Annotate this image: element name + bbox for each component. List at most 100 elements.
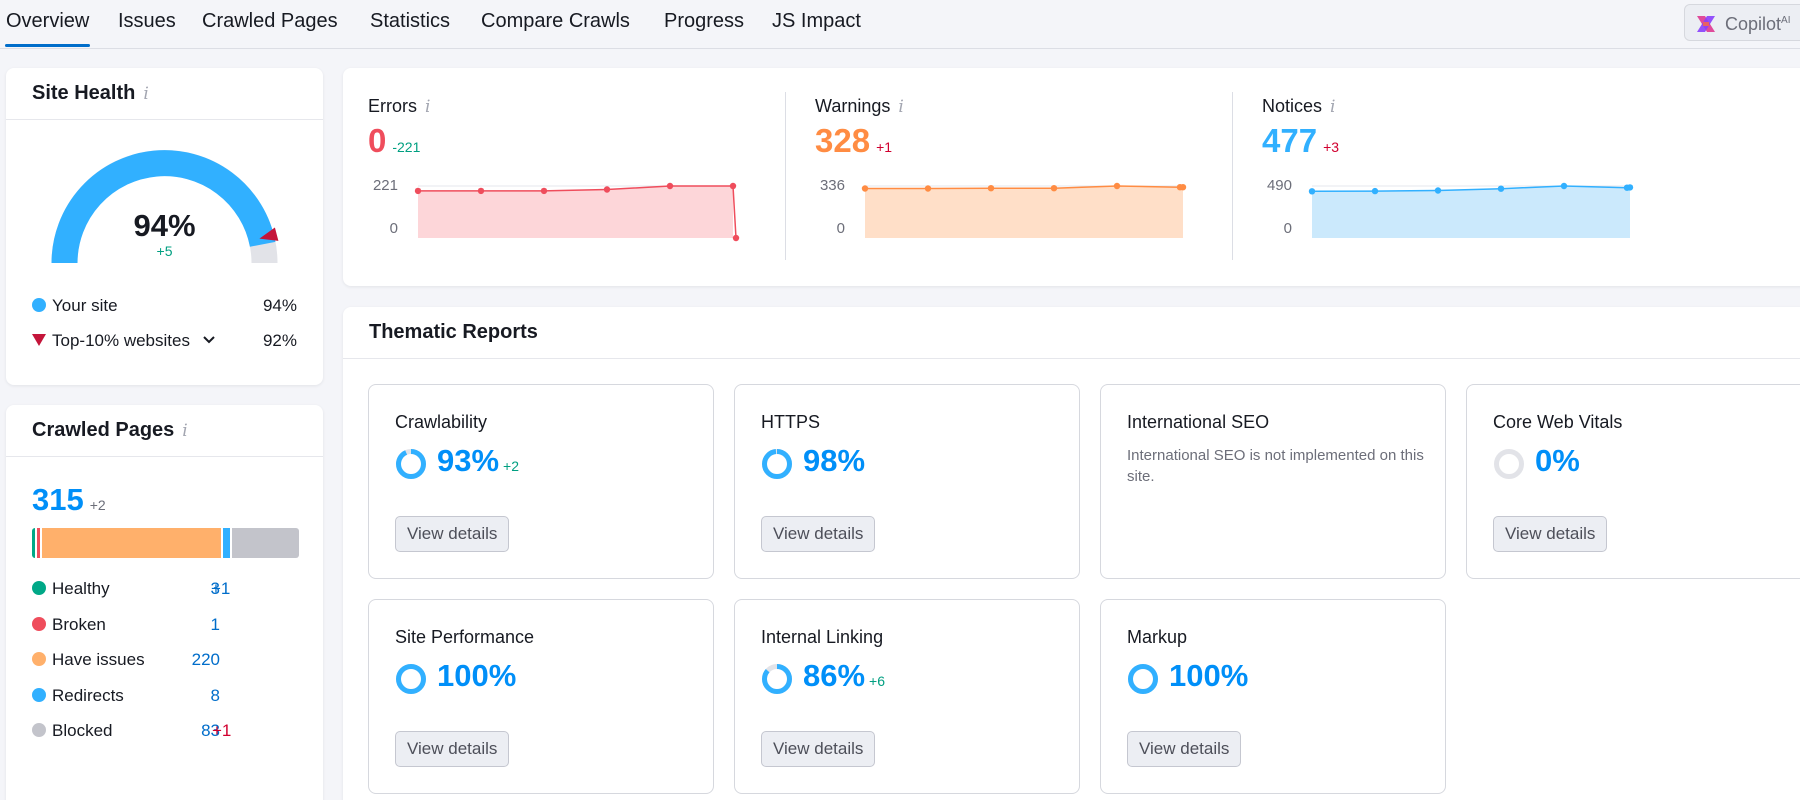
- sparkline-point[interactable]: [1308, 188, 1316, 195]
- info-icon[interactable]: i: [182, 421, 188, 441]
- tab-js-impact[interactable]: JS Impact: [772, 10, 861, 32]
- legend-label: Broken: [52, 614, 106, 634]
- bar-segment-healthy[interactable]: [32, 528, 36, 558]
- international-seo-description: International SEO is not implemented on …: [1127, 447, 1424, 485]
- sparkline-point[interactable]: [987, 185, 995, 192]
- legend-label: Healthy: [52, 579, 110, 598]
- progress-ring-icon: [396, 664, 426, 694]
- notices-count[interactable]: 477 +3: [1262, 122, 1340, 159]
- crawlability-title: Crawlability: [395, 412, 488, 432]
- bar-segment-have-issues[interactable]: [42, 528, 222, 558]
- triangle-down-icon: [32, 334, 46, 346]
- your-site-dot-icon: [32, 298, 46, 312]
- healthy-delta: +1: [211, 579, 231, 598]
- redirects-dot-icon: [32, 687, 46, 702]
- sparkline-point[interactable]: [414, 187, 422, 195]
- crawled-pages-total[interactable]: 315 +2: [32, 482, 106, 517]
- legend-redirects: Redirects: [32, 686, 124, 706]
- top-navigation: Overview Issues Crawled Pages Statistics…: [0, 0, 1800, 49]
- info-icon[interactable]: i: [898, 97, 904, 117]
- errors-delta: -221: [392, 139, 421, 155]
- site-health-gauge: [51, 150, 279, 264]
- redirects-count[interactable]: 8: [210, 685, 220, 705]
- progress-ring-icon: [762, 664, 792, 694]
- sparkline-point[interactable]: [729, 182, 737, 190]
- notices-y-min-label: 0: [1283, 220, 1292, 237]
- internal-linking-view-details-button[interactable]: View details: [761, 731, 876, 767]
- sparkline-point[interactable]: [1434, 187, 1442, 194]
- progress-ring-icon: [1128, 664, 1158, 694]
- legend-top10[interactable]: Top-10% websites: [32, 331, 215, 351]
- blocked-count[interactable]: 83: [201, 721, 220, 740]
- tab-issues[interactable]: Issues: [118, 10, 176, 32]
- tab-compare-crawls[interactable]: Compare Crawls: [481, 10, 630, 32]
- sparkline-point[interactable]: [666, 182, 674, 190]
- sparkline-point[interactable]: [1371, 187, 1379, 195]
- bar-segment-redirects[interactable]: [223, 528, 230, 558]
- tile-internal-linking: Internal Linking 86% +6 View details: [734, 599, 1080, 794]
- have-issues-count[interactable]: 220: [191, 650, 220, 669]
- site-health-card: Site Health i 94% +5 Your site 94% Top-10…: [6, 68, 323, 385]
- crawlability-view-details-button[interactable]: View details: [395, 516, 510, 552]
- card-header: Site Health i: [6, 68, 323, 120]
- core-web-vitals-view-details-button[interactable]: View details: [1493, 516, 1608, 552]
- sparkline-point[interactable]: [1560, 182, 1568, 190]
- sparkline-point[interactable]: [1113, 182, 1121, 190]
- info-icon[interactable]: i: [425, 97, 431, 117]
- legend-blocked: Blocked: [32, 721, 112, 741]
- warnings-y-max-label: 336: [819, 177, 845, 194]
- sparkline-point[interactable]: [1497, 185, 1505, 192]
- tab-statistics[interactable]: Statistics: [370, 10, 451, 32]
- legend-broken: Broken: [32, 615, 106, 635]
- sparkline-point[interactable]: [540, 187, 548, 195]
- site-performance-view-details-button[interactable]: View details: [395, 731, 510, 767]
- broken-count[interactable]: 1: [210, 614, 220, 634]
- errors-count[interactable]: 0 -221: [368, 122, 421, 159]
- tab-progress[interactable]: Progress: [664, 10, 745, 32]
- errors-label: Errors i: [368, 96, 431, 117]
- info-icon[interactable]: i: [143, 84, 149, 104]
- progress-ring-icon: [1494, 449, 1524, 479]
- progress-ring-icon: [396, 449, 426, 479]
- sparkline-point[interactable]: [1179, 184, 1187, 191]
- copilot-button[interactable]: CopilotAI: [1684, 4, 1800, 41]
- warnings-count[interactable]: 328 +1: [815, 122, 893, 159]
- warnings-label: Warnings i: [815, 96, 904, 117]
- internal-linking-score: 86% +6: [803, 658, 886, 693]
- markup-title: Markup: [1127, 627, 1188, 647]
- copilot-icon: [1697, 16, 1715, 32]
- crawled-pages-bar: [32, 528, 299, 558]
- card-header: Crawled Pages i: [6, 405, 323, 457]
- sparkline-point[interactable]: [477, 187, 485, 195]
- healthy-count[interactable]: 3: [210, 579, 220, 598]
- legend-label: Blocked: [52, 721, 113, 740]
- sparkline-point[interactable]: [861, 185, 869, 192]
- site-performance-title: Site Performance: [395, 627, 535, 647]
- bar-segment-blocked[interactable]: [231, 528, 299, 558]
- bar-segment-broken[interactable]: [37, 528, 41, 558]
- legend-label: Have issues: [52, 650, 145, 669]
- sparkline-point[interactable]: [732, 234, 740, 242]
- sparkline-area: [418, 186, 733, 238]
- tile-international-seo: International SEO International SEO is no…: [1100, 384, 1446, 579]
- info-icon[interactable]: i: [1330, 97, 1336, 117]
- sparkline-point[interactable]: [603, 186, 611, 193]
- sparkline-point[interactable]: [1050, 185, 1058, 192]
- sparkline-point[interactable]: [924, 185, 932, 192]
- chevron-down-icon[interactable]: [202, 336, 215, 344]
- copilot-label: CopilotAI: [1725, 14, 1791, 34]
- international-seo-title: International SEO: [1127, 412, 1270, 432]
- https-view-details-button[interactable]: View details: [761, 516, 876, 552]
- markup-view-details-button[interactable]: View details: [1127, 731, 1242, 767]
- divider: [785, 92, 786, 260]
- errors-y-max-label: 221: [372, 177, 398, 194]
- tile-markup: Markup 100% View details: [1100, 599, 1446, 794]
- tab-crawled-pages[interactable]: Crawled Pages: [202, 10, 338, 32]
- sparkline-area: [865, 186, 1183, 238]
- blocked-dot-icon: [32, 723, 46, 737]
- internal-linking-title: Internal Linking: [761, 627, 884, 647]
- site-health-delta: +5: [156, 243, 173, 259]
- core-web-vitals-score: 0%: [1535, 443, 1580, 478]
- tab-overview[interactable]: Overview: [4, 10, 91, 47]
- sparkline-point[interactable]: [1626, 184, 1634, 191]
